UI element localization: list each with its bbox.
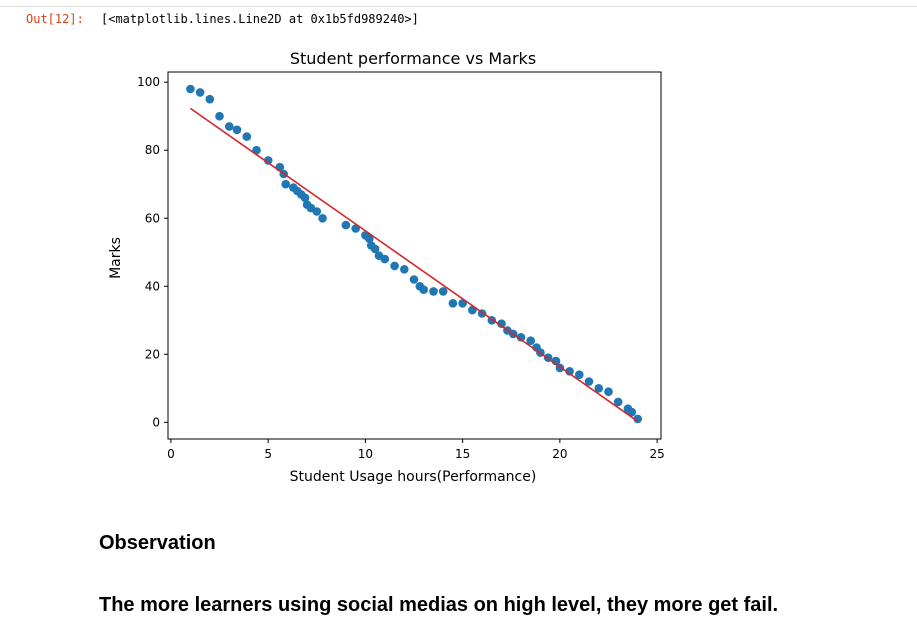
y-tick-label: 20 [145, 347, 160, 361]
data-point [438, 287, 448, 296]
data-point [263, 156, 273, 165]
observation-heading: Observation [99, 532, 216, 554]
data-point [419, 285, 429, 295]
chart-title: Student performance vs Marks [290, 49, 536, 68]
data-point [225, 122, 234, 131]
observation-text: The more learners using social medias on… [99, 594, 779, 616]
data-point [390, 261, 399, 271]
data-point [400, 265, 409, 274]
data-point [409, 275, 419, 284]
data-point [526, 336, 535, 346]
x-tick-label: 15 [455, 447, 470, 461]
data-point [627, 407, 637, 417]
data-point [186, 84, 195, 94]
axes-frame [167, 71, 662, 440]
y-axis-label: Marks [108, 237, 124, 279]
data-point [312, 207, 322, 216]
data-point [370, 244, 380, 254]
data-point [380, 254, 390, 264]
data-point [281, 179, 291, 189]
y-tick-label: 0 [152, 415, 160, 429]
output-prompt: Out[12]: [26, 12, 84, 26]
y-tick-label: 80 [145, 143, 160, 157]
data-point [365, 234, 374, 243]
data-point [565, 367, 574, 376]
y-tick-label: 100 [137, 75, 160, 89]
data-point [242, 132, 252, 141]
x-tick-label: 0 [167, 447, 175, 461]
y-tick-label: 40 [145, 279, 160, 293]
y-tick-label: 60 [145, 211, 160, 225]
x-tick-label: 20 [552, 447, 567, 461]
plot-area [186, 84, 642, 424]
data-point [613, 397, 623, 407]
data-point [429, 287, 438, 296]
output-repr: [<matplotlib.lines.Line2D at 0x1b5fd9892… [101, 12, 419, 26]
data-point [205, 94, 215, 104]
data-point [318, 214, 327, 223]
data-point [584, 377, 594, 386]
data-point [604, 387, 613, 397]
data-point [232, 125, 242, 135]
data-point [497, 319, 506, 329]
data-point [633, 414, 642, 424]
x-axis-label: Student Usage hours(Performance) [290, 469, 537, 485]
regression-line [189, 107, 639, 422]
data-point [300, 193, 310, 203]
data-point [341, 220, 351, 230]
data-point [594, 384, 604, 393]
x-tick-label: 25 [649, 447, 664, 461]
cell-divider [0, 0, 917, 7]
scatter-plot: Student performance vs Marks Student Usa… [108, 49, 665, 485]
x-tick-label: 10 [358, 447, 373, 461]
data-point [448, 299, 458, 308]
data-point [516, 333, 526, 342]
data-point [575, 370, 584, 380]
data-point [195, 88, 205, 97]
x-tick-label: 5 [264, 447, 272, 461]
data-point [215, 111, 224, 121]
